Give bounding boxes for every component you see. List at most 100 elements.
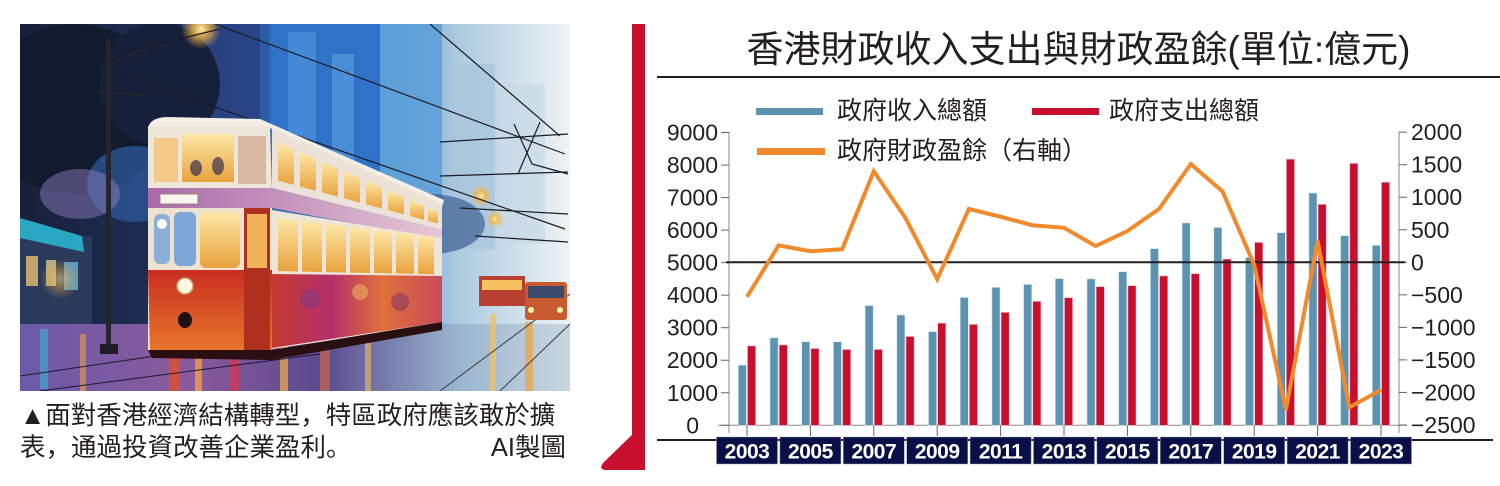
revenue-bar [833, 341, 842, 426]
axes: 0 1000 2000 3000 4000 5000 6000 7000 8000 9000 −25… [667, 119, 1476, 438]
year-label-box [843, 436, 905, 465]
revenue-bar [896, 314, 906, 426]
right-axis-tick-label: −1500 [1411, 347, 1476, 373]
revenue-bar [959, 297, 969, 426]
distant-tram [479, 276, 525, 306]
right-axis-tick-label: −2500 [1411, 412, 1476, 438]
right-axis-tick-label: −1000 [1411, 314, 1476, 340]
revenue-bar [1055, 278, 1064, 426]
surplus-line [745, 161, 1382, 411]
left-axis-tick-label: 5000 [667, 250, 718, 276]
year-label-box [906, 436, 968, 465]
expenditure-bar [1191, 273, 1200, 426]
revenue-bar [801, 341, 811, 426]
expenditure-bar [1064, 297, 1073, 426]
image-credit: AI製圖 [490, 434, 566, 462]
overhead-wires [117, 24, 569, 243]
car [525, 282, 567, 320]
revenue-bar [864, 305, 874, 426]
revenue-bar [991, 287, 1001, 426]
left-axis-tick-label: 2000 [667, 347, 718, 373]
revenue-bar [1181, 222, 1191, 426]
legend-label-surplus: 政府財政盈餘（右軸） [837, 137, 1088, 165]
chart-title: 香港財政收入支出與財政盈餘(單位:億元) [746, 29, 1411, 70]
revenue-bar [737, 364, 747, 426]
expenditure-bar [1222, 258, 1232, 426]
revenue-bar [1276, 232, 1286, 426]
year-label-box [1033, 436, 1095, 465]
title-divider [657, 76, 1500, 78]
x-axis: 2003 2005 2007 2009 2011 2013 2015 2017 2019 2021… [657, 425, 1493, 465]
year-label-box [716, 436, 778, 465]
expenditure-bar [778, 344, 788, 426]
expenditure-bar [1000, 312, 1010, 426]
year-label: 2003 [725, 441, 770, 464]
year-label-box [969, 436, 1032, 465]
revenue-bar [1340, 235, 1349, 426]
year-label: 2015 [1105, 441, 1151, 464]
year-label-box [1350, 436, 1412, 465]
year-label: 2005 [788, 441, 834, 464]
revenue-bar [769, 337, 779, 426]
expenditure-bar [1317, 204, 1327, 426]
lower-deck-windows [278, 217, 434, 275]
chart-plot: 0 1000 2000 3000 4000 5000 6000 7000 8000 9000 −25… [657, 119, 1493, 465]
expenditure-bar [1254, 242, 1264, 426]
expenditure-bar [1159, 275, 1168, 426]
left-axis-tick-label: 7000 [667, 185, 718, 211]
legend-label-revenue: 政府收入總額 [837, 97, 988, 125]
expenditure-bar [1095, 286, 1105, 426]
revenue-bar [1086, 278, 1096, 426]
revenue-bar [1150, 248, 1159, 426]
expenditure-bar [842, 349, 851, 426]
street-lights [40, 24, 504, 299]
upper-deck-windows [278, 142, 438, 224]
expenditure-bar [873, 349, 883, 426]
legend-swatch-surplus [757, 148, 825, 155]
year-label-box [1096, 436, 1159, 465]
tram [148, 117, 444, 360]
year-label: 2009 [915, 441, 960, 464]
year-label: 2021 [1295, 441, 1341, 464]
revenue-bar [1023, 284, 1032, 426]
left-axis-tick-label: 3000 [667, 315, 718, 341]
year-label-box [1160, 436, 1222, 465]
accent-bar-foot [601, 430, 637, 470]
year-label-box [1223, 436, 1285, 465]
left-axis-tick-label: 9000 [667, 120, 718, 146]
right-axis-tick-label: −500 [1411, 282, 1463, 308]
expenditure-bar [810, 348, 820, 426]
left-axis-tick-label: 8000 [667, 152, 718, 178]
bar-series [737, 158, 1390, 426]
caption-line-1: ▲面對香港經濟結構轉型，特區政府應該敢於擴 [20, 402, 556, 430]
left-axis-tick-label: 4000 [667, 282, 718, 308]
revenue-bar [1372, 245, 1381, 426]
left-axis-tick-label: 0 [686, 412, 699, 438]
expenditure-bar [937, 322, 947, 426]
expenditure-bar [747, 345, 756, 426]
legend-label-expenditure: 政府支出總額 [1109, 97, 1260, 125]
revenue-bar [1118, 271, 1128, 426]
year-label-box [779, 436, 842, 465]
year-label: 2013 [1042, 441, 1087, 464]
right-axis-tick-label: 500 [1411, 217, 1449, 243]
year-label: 2007 [851, 441, 896, 464]
year-label: 2019 [1232, 441, 1277, 464]
right-axis-tick-label: 1000 [1411, 184, 1462, 210]
expenditure-bar [1381, 181, 1390, 426]
expenditure-bar [1349, 163, 1359, 426]
revenue-bar [1308, 192, 1318, 426]
expenditure-bar [905, 336, 915, 426]
legend-swatch-expenditure [1032, 108, 1099, 115]
year-label-box [1286, 436, 1349, 465]
expenditure-bar [1127, 285, 1137, 426]
legend-swatch-revenue [756, 108, 823, 115]
expenditure-bar [969, 324, 978, 426]
left-axis-tick-label: 6000 [667, 217, 718, 243]
revenue-bar [1245, 257, 1254, 426]
tram-illustration [20, 24, 570, 391]
year-label: 2023 [1359, 441, 1404, 464]
caption-line-2: 表，通過投資改善企業盈利。 [20, 434, 352, 462]
expenditure-bar [1032, 301, 1042, 426]
